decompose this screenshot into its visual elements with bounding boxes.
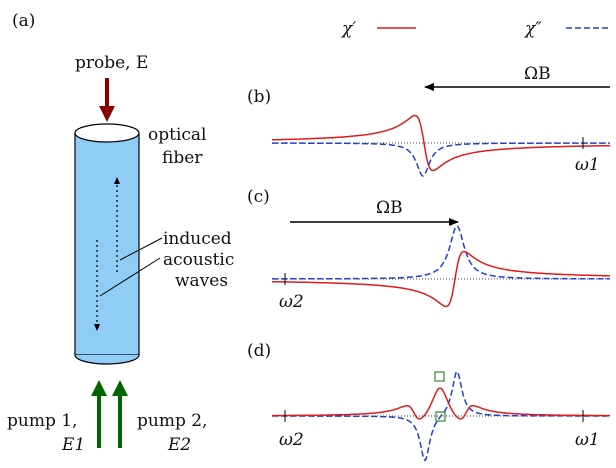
- panel-d-marker-bottom: [435, 411, 446, 422]
- fiber-label-line2: fiber: [162, 148, 203, 168]
- acoustic-label-line1: induced: [163, 229, 232, 249]
- panel-d-chi-imag-curve: [272, 370, 610, 462]
- panel-b-chi-real-curve: [271, 114, 610, 172]
- panel-b-chi-imag-curve: [272, 142, 610, 177]
- fiber-label-line1: optical: [148, 125, 206, 145]
- pump2-arrow-head: [112, 380, 128, 396]
- pump1-label-line2: E1: [61, 435, 85, 455]
- panel-b-omega1-label: ω1: [575, 155, 600, 175]
- panel-b-label: (b): [247, 87, 271, 107]
- panel-c-chi-imag-curve: [272, 225, 610, 280]
- panel-d-omega2-label: ω2: [279, 430, 304, 450]
- probe-arrow-head: [99, 106, 115, 122]
- panel-a-label: (a): [12, 11, 35, 31]
- panel-c-omega2-label: ω2: [279, 292, 304, 312]
- optical-fiber-body: [74, 132, 140, 356]
- acoustic-pointer-2: [99, 257, 161, 297]
- fiber-top-cap: [74, 123, 140, 143]
- panel-c-chi-real-curve: [272, 250, 610, 308]
- panel-d-chi-real-curve: [272, 387, 610, 420]
- pump1-arrow-head: [91, 380, 107, 396]
- pump2-label-line2: E2: [167, 435, 191, 455]
- pump2-label-line1: pump 2,: [137, 411, 207, 431]
- panel-c-omega-label: ΩB: [376, 198, 403, 218]
- legend-chi-real-label: χ′: [341, 19, 356, 39]
- legend-chi-imag-label: χ″: [524, 19, 542, 39]
- probe-label: probe, E: [75, 53, 148, 73]
- panel-d-marker-top: [434, 371, 445, 382]
- acoustic-pointer-1: [119, 237, 163, 261]
- acoustic-label-line3: waves: [175, 271, 228, 291]
- panel-c-label: (c): [247, 187, 270, 207]
- panel-b-omega-label: ΩB: [524, 64, 551, 84]
- acoustic-label-line2: acoustic: [163, 250, 234, 270]
- panel-d-omega1-label: ω1: [575, 430, 600, 450]
- pump1-label-line1: pump 1,: [7, 411, 77, 431]
- panel-d-label: (d): [247, 341, 271, 361]
- fiber-bottom-cap: [74, 354, 140, 365]
